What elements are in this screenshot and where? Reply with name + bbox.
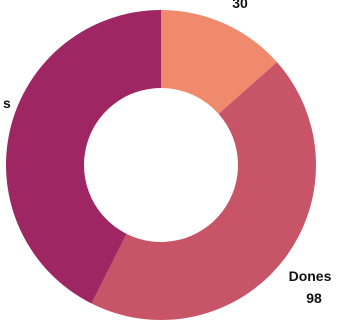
slice-name-label-1: Dones: [289, 268, 332, 284]
donut-slice-2: [5, 10, 161, 304]
donut-slice-0: [161, 10, 277, 114]
slice-value-label-1: 98: [306, 290, 322, 306]
slice-name-label-2: s: [3, 95, 11, 111]
donut-labels: 30 Dones 98 s: [3, 0, 332, 306]
slice-value-label-0: 30: [232, 0, 248, 11]
donut-slices: [5, 10, 316, 320]
donut-slice-1: [91, 62, 316, 320]
